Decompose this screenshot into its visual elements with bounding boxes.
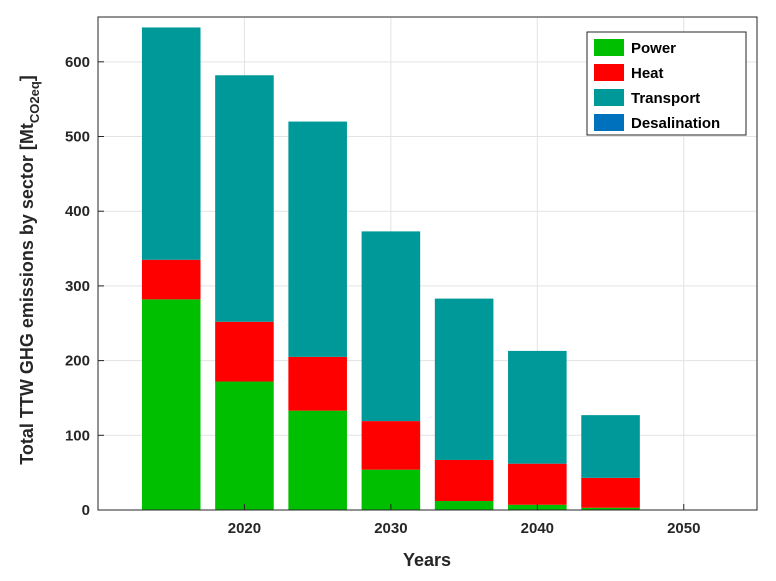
bar-heat-2045 <box>581 477 640 508</box>
y-axis-title-suffix: ] <box>17 75 37 81</box>
bar-power-2035 <box>434 501 494 510</box>
y-axis-title-subscript: CO2eq <box>27 81 42 123</box>
y-tick-label: 100 <box>65 427 90 444</box>
y-axis-title: Total TTW GHG emissions by sector [MtCO2… <box>17 75 42 465</box>
bar-power-2030 <box>361 469 421 510</box>
x-axis-ticks: 2020 2030 2040 2050 <box>228 504 700 537</box>
legend-label-transport: Transport <box>631 90 700 107</box>
bar-transport-2035 <box>434 298 494 460</box>
bar-heat-2040 <box>508 463 567 505</box>
legend-swatch-heat <box>594 64 624 81</box>
bar-transport-2020 <box>215 75 274 322</box>
bar-heat-2035 <box>434 459 494 502</box>
bar-power-2020 <box>215 381 274 510</box>
x-tick-label: 2050 <box>667 520 700 537</box>
bar-transport-2030 <box>361 231 421 422</box>
legend-swatch-desalination <box>594 114 624 131</box>
x-axis-title: Years <box>403 550 451 570</box>
bar-power-2015 <box>141 299 201 510</box>
legend-label-power: Power <box>631 40 676 57</box>
bar-power-2025 <box>288 410 347 510</box>
y-axis-ticks: 0 100 200 300 400 500 600 <box>65 54 104 519</box>
bar-power-2045 <box>581 507 640 510</box>
y-axis-title-main: Total TTW GHG emissions by sector [Mt <box>17 123 37 465</box>
legend-label-heat: Heat <box>631 65 664 82</box>
bar-transport-2015 <box>141 27 201 260</box>
bars <box>141 27 640 510</box>
x-tick-label: 2020 <box>228 520 261 537</box>
legend-swatch-transport <box>594 89 624 106</box>
y-tick-label: 300 <box>65 278 90 295</box>
plot-frame <box>97 16 758 511</box>
bar-transport-2045 <box>581 415 640 478</box>
bar-transport-2025 <box>288 121 347 357</box>
y-tick-label: 0 <box>82 502 90 519</box>
x-tick-label: 2030 <box>374 520 407 537</box>
x-tick-label: 2040 <box>521 520 554 537</box>
y-tick-label: 200 <box>65 353 90 370</box>
y-tick-label: 500 <box>65 129 90 146</box>
legend-label-desalination: Desalination <box>631 115 720 132</box>
bar-heat-2020 <box>215 321 274 382</box>
legend-swatch-power <box>594 39 624 56</box>
bar-heat-2015 <box>141 259 201 300</box>
bar-heat-2030 <box>361 421 421 470</box>
y-tick-label: 400 <box>65 203 90 220</box>
bar-transport-2040 <box>508 350 567 464</box>
bar-heat-2025 <box>288 356 347 411</box>
legend: Power Heat Transport Desalination <box>586 31 747 136</box>
y-tick-label: 600 <box>65 54 90 71</box>
